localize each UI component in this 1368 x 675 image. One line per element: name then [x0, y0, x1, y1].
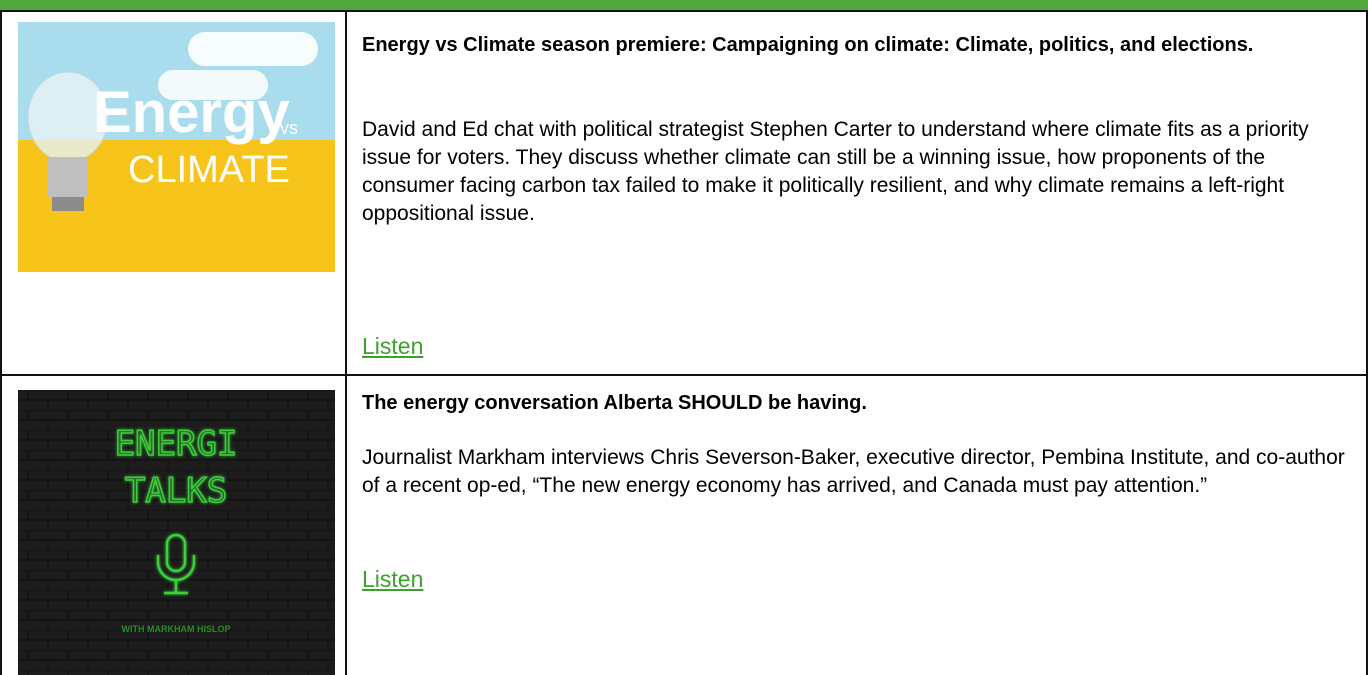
border [0, 12, 2, 675]
image-title: Energy [93, 80, 290, 145]
listen-link[interactable]: Listen [362, 566, 423, 593]
image-subtitle: CLIMATE [128, 149, 290, 191]
listen-link[interactable]: Listen [362, 333, 423, 360]
episode-description: David and Ed chat with political strateg… [362, 116, 1352, 228]
image-text: WITH MARKHAM HISLOP [122, 624, 231, 634]
image-title: ENERGI [115, 424, 238, 464]
image-text: vs [280, 118, 298, 138]
episode-image: ENERGI TALKS WITH MARKHAM HISLOP [18, 390, 335, 675]
border [345, 12, 347, 675]
episode-title: Energy vs Climate season premiere: Campa… [362, 31, 1322, 59]
image-title: TALKS [125, 471, 227, 511]
header-bar [0, 0, 1368, 12]
episode-title: The energy conversation Alberta SHOULD b… [362, 389, 1322, 417]
row-divider [0, 374, 1368, 376]
episode-description: Journalist Markham interviews Chris Seve… [362, 444, 1352, 500]
episode-image: Energy vs CLIMATE [18, 22, 335, 272]
page: Energy vs CLIMATE Energy vs Climate seas… [0, 0, 1368, 675]
